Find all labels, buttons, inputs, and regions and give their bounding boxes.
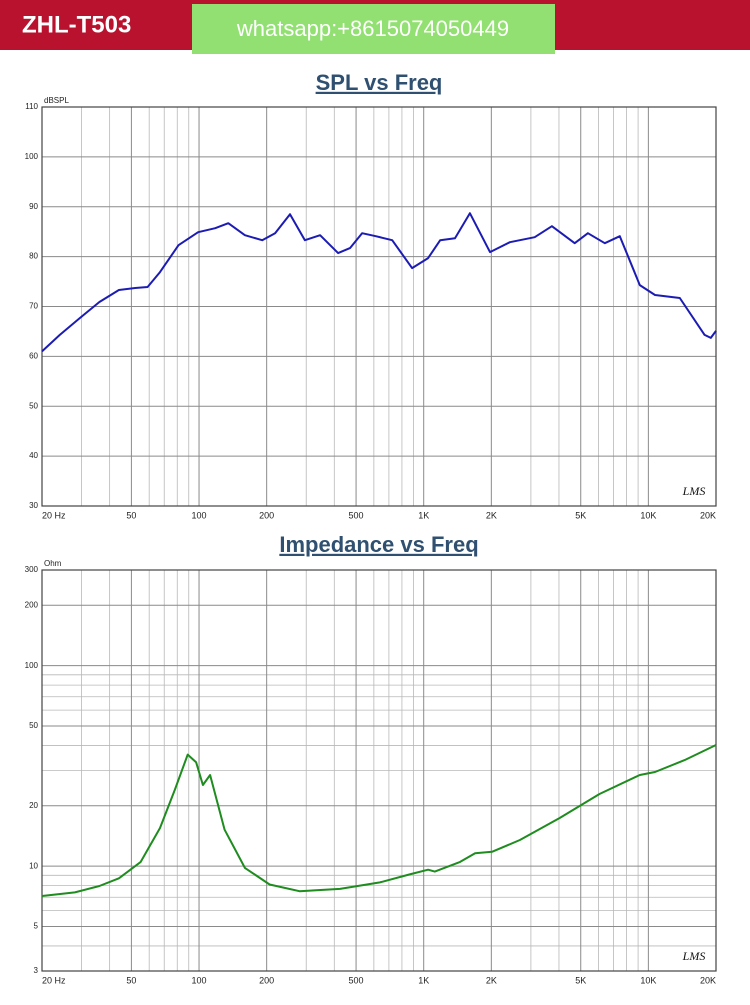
x-tick-label: 2K: [486, 510, 497, 520]
y-tick-label: 90: [29, 202, 38, 211]
data-line: [41, 744, 717, 897]
x-tick-label: 10K: [640, 975, 656, 985]
y-tick-label: 40: [29, 451, 38, 460]
y-tick-label: 3: [34, 966, 39, 975]
x-tick-label: 1K: [418, 975, 429, 985]
x-tick-label: 20 Hz: [42, 975, 66, 985]
x-tick-label: 100: [192, 975, 207, 985]
y-tick-label: 100: [25, 152, 39, 161]
data-line: [41, 212, 717, 353]
x-tick-label: 20 Hz: [42, 510, 66, 520]
y-tick-label: 50: [29, 401, 38, 410]
x-tick-label: 5K: [575, 975, 586, 985]
x-tick-label: 500: [349, 510, 364, 520]
x-tick-label: 50: [126, 510, 136, 520]
x-tick-label: 20K: [700, 510, 716, 520]
x-tick-label: 200: [259, 975, 274, 985]
x-tick-label: 20K: [700, 975, 716, 985]
header-title: ZHL-T503: [22, 11, 131, 38]
y-tick-label: 20: [29, 801, 38, 810]
contact-text: whatsapp:+8615074050449: [236, 16, 509, 41]
chart-title: SPL vs Freq: [316, 70, 443, 95]
y-axis-label: Ohm: [44, 559, 62, 568]
x-tick-label: 50: [126, 975, 136, 985]
annotation: LMS: [682, 949, 706, 963]
y-tick-label: 300: [25, 565, 39, 574]
annotation: LMS: [682, 484, 706, 498]
y-tick-label: 80: [29, 252, 38, 261]
y-tick-label: 200: [25, 600, 39, 609]
y-tick-label: 30: [29, 501, 38, 510]
x-tick-label: 100: [192, 510, 207, 520]
x-tick-label: 2K: [486, 975, 497, 985]
y-tick-label: 70: [29, 302, 38, 311]
y-tick-label: 60: [29, 351, 38, 360]
y-tick-label: 100: [25, 661, 39, 670]
y-axis-label: dBSPL: [44, 96, 69, 105]
x-tick-label: 200: [259, 510, 274, 520]
x-tick-label: 10K: [640, 510, 656, 520]
y-tick-label: 10: [29, 861, 38, 870]
y-tick-label: 110: [25, 102, 38, 111]
chart-title: Impedance vs Freq: [279, 532, 478, 557]
y-tick-label: 50: [29, 721, 38, 730]
y-tick-label: 5: [34, 922, 39, 931]
plot-frame: [41, 106, 717, 507]
x-tick-label: 500: [349, 975, 364, 985]
x-tick-label: 1K: [418, 510, 429, 520]
plot-frame: [41, 569, 717, 972]
contact-box: [192, 4, 555, 54]
x-tick-label: 5K: [575, 510, 586, 520]
